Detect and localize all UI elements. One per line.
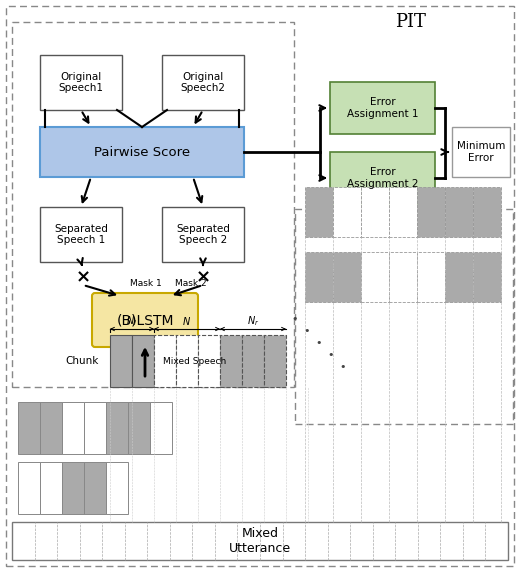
Text: •: •: [304, 326, 310, 336]
Text: •: •: [328, 350, 334, 360]
Bar: [150, 402, 172, 454]
Bar: [242, 335, 264, 387]
Bar: [40, 402, 62, 454]
Bar: [417, 187, 445, 237]
Bar: [305, 187, 333, 237]
Text: $N_l$: $N_l$: [126, 314, 138, 328]
Text: Pairwise Score: Pairwise Score: [94, 145, 190, 158]
Bar: [84, 402, 106, 454]
Bar: [333, 187, 361, 237]
Bar: [62, 462, 84, 514]
Bar: [361, 252, 389, 302]
Bar: [295, 209, 513, 424]
Text: Original
Speech2: Original Speech2: [180, 72, 226, 93]
Text: Mixed
Utterance: Mixed Utterance: [229, 527, 291, 555]
Bar: [106, 402, 128, 454]
Bar: [40, 207, 122, 262]
Text: ×: ×: [196, 268, 211, 286]
Bar: [106, 462, 128, 514]
Bar: [18, 402, 40, 454]
Bar: [220, 335, 242, 387]
Bar: [264, 335, 286, 387]
Bar: [128, 402, 150, 454]
Bar: [18, 462, 40, 514]
Bar: [12, 22, 294, 387]
Bar: [84, 462, 106, 514]
Bar: [473, 252, 501, 302]
Bar: [162, 207, 244, 262]
Text: PIT: PIT: [395, 13, 425, 31]
Text: •: •: [340, 362, 346, 372]
FancyBboxPatch shape: [92, 293, 198, 347]
Bar: [473, 187, 501, 237]
Bar: [445, 252, 473, 302]
Bar: [40, 55, 122, 110]
Text: Separated
Speech 2: Separated Speech 2: [176, 224, 230, 245]
Bar: [198, 335, 220, 387]
Bar: [40, 462, 62, 514]
Bar: [330, 82, 435, 134]
Text: Chunk: Chunk: [65, 356, 98, 366]
Bar: [389, 187, 417, 237]
Text: Error
Assignment 1: Error Assignment 1: [347, 97, 418, 119]
Bar: [110, 335, 132, 387]
Bar: [12, 522, 508, 560]
Text: $N_r$: $N_r$: [247, 314, 259, 328]
Text: (B)LSTM: (B)LSTM: [116, 313, 174, 327]
Bar: [330, 152, 435, 204]
Bar: [333, 252, 361, 302]
Text: •: •: [292, 314, 298, 324]
Bar: [417, 252, 445, 302]
Bar: [445, 187, 473, 237]
Text: ×: ×: [75, 268, 90, 286]
Text: Mask 1: Mask 1: [130, 279, 162, 288]
Text: Minimum
Error: Minimum Error: [457, 141, 505, 163]
Text: Separated
Speech 1: Separated Speech 1: [54, 224, 108, 245]
Text: Mixed Speech: Mixed Speech: [163, 358, 226, 367]
Bar: [176, 335, 198, 387]
Bar: [452, 127, 510, 177]
Text: $N$: $N$: [183, 315, 191, 327]
Text: Original
Speech1: Original Speech1: [58, 72, 103, 93]
Bar: [154, 335, 176, 387]
Bar: [361, 187, 389, 237]
Text: Error
Assignment 2: Error Assignment 2: [347, 167, 418, 189]
Bar: [305, 252, 333, 302]
Bar: [62, 402, 84, 454]
Bar: [162, 55, 244, 110]
Text: Mask 2: Mask 2: [175, 279, 206, 288]
Bar: [132, 335, 154, 387]
Bar: [40, 127, 244, 177]
Text: •: •: [316, 338, 322, 348]
Bar: [389, 252, 417, 302]
